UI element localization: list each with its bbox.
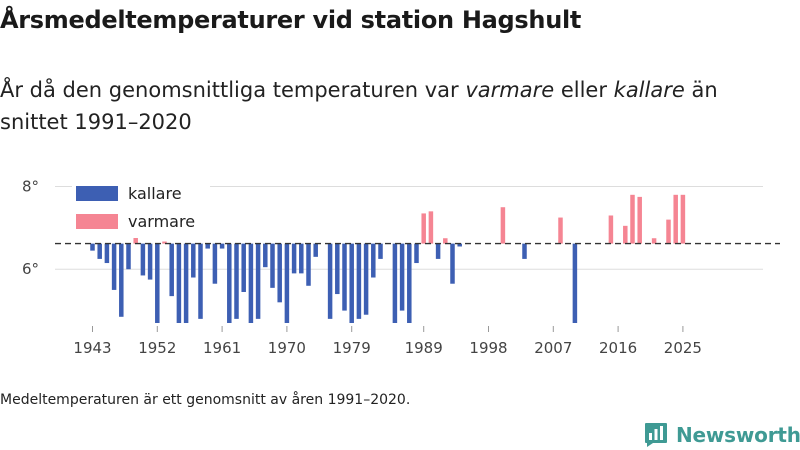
- bar-warm-2015: [608, 215, 614, 244]
- bar-cold-1991: [435, 243, 441, 259]
- bar-cold-1979: [349, 243, 354, 323]
- subtitle-text-end: än snittet 1991–2020: [0, 78, 718, 134]
- bar-cold-1972: [299, 243, 304, 274]
- chart-title: Årsmedeltemperaturer vid station Hagshul…: [0, 6, 582, 34]
- bar-cold-1943: [90, 243, 95, 251]
- bar-warm-2021: [651, 238, 657, 244]
- footnote: Medeltemperaturen är ett genomsnitt av å…: [0, 392, 411, 408]
- bar-cold-2003: [522, 243, 527, 259]
- x-tick-label: 1998: [469, 339, 507, 357]
- bar-cold-1964: [241, 243, 246, 292]
- x-tick-label: 1979: [333, 339, 371, 357]
- legend-label-cold: kallare: [128, 184, 182, 203]
- y-tick-label: 6°: [22, 260, 39, 278]
- bar-cold-1988: [414, 243, 419, 264]
- bar-cold-2010: [572, 243, 578, 323]
- bar-cold-1987: [407, 243, 412, 323]
- bar-warm-1953: [162, 241, 167, 244]
- bar-cold-1994: [457, 243, 462, 247]
- bar-warm-2023: [666, 219, 671, 244]
- bar-cold-1956: [183, 243, 189, 323]
- bar-cold-1968: [270, 243, 275, 288]
- x-tick-label: 2016: [599, 339, 637, 357]
- bar-cold-1978: [342, 243, 347, 311]
- bar-cold-1967: [263, 243, 268, 268]
- bar-cold-1986: [399, 243, 405, 311]
- bar-cold-1977: [335, 243, 340, 295]
- bar-cold-1993: [450, 243, 455, 284]
- bar-cold-1959: [205, 243, 210, 249]
- bar-cold-1946: [111, 243, 117, 290]
- bar-warm-1990: [428, 211, 434, 244]
- bar-warm-2000: [500, 207, 506, 244]
- bar-cold-1974: [313, 243, 318, 257]
- bar-warm-2024: [673, 194, 678, 244]
- x-tick-label: 1961: [203, 339, 241, 357]
- brand-name: Newsworthy: [676, 423, 800, 447]
- bar-warm-2018: [630, 194, 635, 244]
- bar-warm-2019: [637, 196, 642, 244]
- bar-cold-1969: [277, 243, 282, 303]
- subtitle-text-middle: eller: [554, 78, 614, 102]
- bar-cold-1951: [147, 243, 153, 280]
- bar-cold-1948: [126, 243, 131, 270]
- x-tick-label: 1952: [138, 339, 176, 357]
- bar-cold-1965: [248, 243, 254, 323]
- bar-cold-1970: [284, 243, 290, 323]
- bar-cold-1945: [104, 243, 110, 264]
- bar-cold-1960: [212, 243, 218, 284]
- x-tick-label: 2025: [664, 339, 702, 357]
- bar-cold-1981: [363, 243, 369, 315]
- bar-cold-1955: [176, 243, 182, 323]
- chart-subtitle: År då den genomsnittliga temperaturen va…: [0, 74, 790, 138]
- x-tick-label: 1989: [405, 339, 443, 357]
- brand-logo[interactable]: Newsworthy: [644, 420, 800, 450]
- bar-warm-1992: [443, 238, 448, 244]
- x-tick-label: 1943: [73, 339, 111, 357]
- bar-warm-2025: [680, 194, 686, 244]
- bar-cold-1957: [191, 243, 196, 278]
- legend-swatch-cold: [76, 186, 118, 201]
- bar-warm-2017: [623, 225, 628, 244]
- y-tick-label: 8°: [22, 178, 39, 196]
- temperature-bar-chart: 6° 8° 1943 1952 1961 1970 1979 1989 1998 2007 2016…: [22, 178, 780, 357]
- bar-cold-1958: [198, 243, 203, 319]
- bar-cold-1952: [155, 243, 160, 323]
- bar-cold-1973: [306, 243, 311, 286]
- subtitle-text-start: År då den genomsnittliga temperaturen va…: [0, 78, 466, 102]
- newsworthy-logo-icon: [645, 423, 667, 447]
- bar-cold-1963: [234, 243, 239, 319]
- bar-cold-1944: [97, 243, 102, 259]
- x-tick-label: 1970: [268, 339, 306, 357]
- bar-cold-1950: [140, 243, 146, 276]
- bar-cold-1983: [378, 243, 383, 259]
- bar-cold-1961: [219, 243, 225, 249]
- x-tick-label: 2007: [534, 339, 572, 357]
- bar-cold-1982: [371, 243, 376, 278]
- bar-cold-1976: [327, 243, 333, 319]
- bar-cold-1947: [119, 243, 124, 317]
- bar-cold-1954: [169, 243, 174, 297]
- bar-cold-1980: [356, 243, 362, 319]
- bar-cold-1985: [392, 243, 398, 323]
- bar-warm-1989: [421, 213, 426, 244]
- bar-cold-1962: [227, 243, 232, 323]
- subtitle-cold-word: kallare: [613, 78, 685, 102]
- legend-swatch-warm: [76, 214, 118, 229]
- bar-cold-1971: [291, 243, 297, 274]
- bar-cold-1966: [255, 243, 261, 319]
- subtitle-warm-word: varmare: [465, 78, 555, 102]
- legend-label-warm: varmare: [128, 212, 195, 231]
- bar-warm-2008: [558, 217, 563, 244]
